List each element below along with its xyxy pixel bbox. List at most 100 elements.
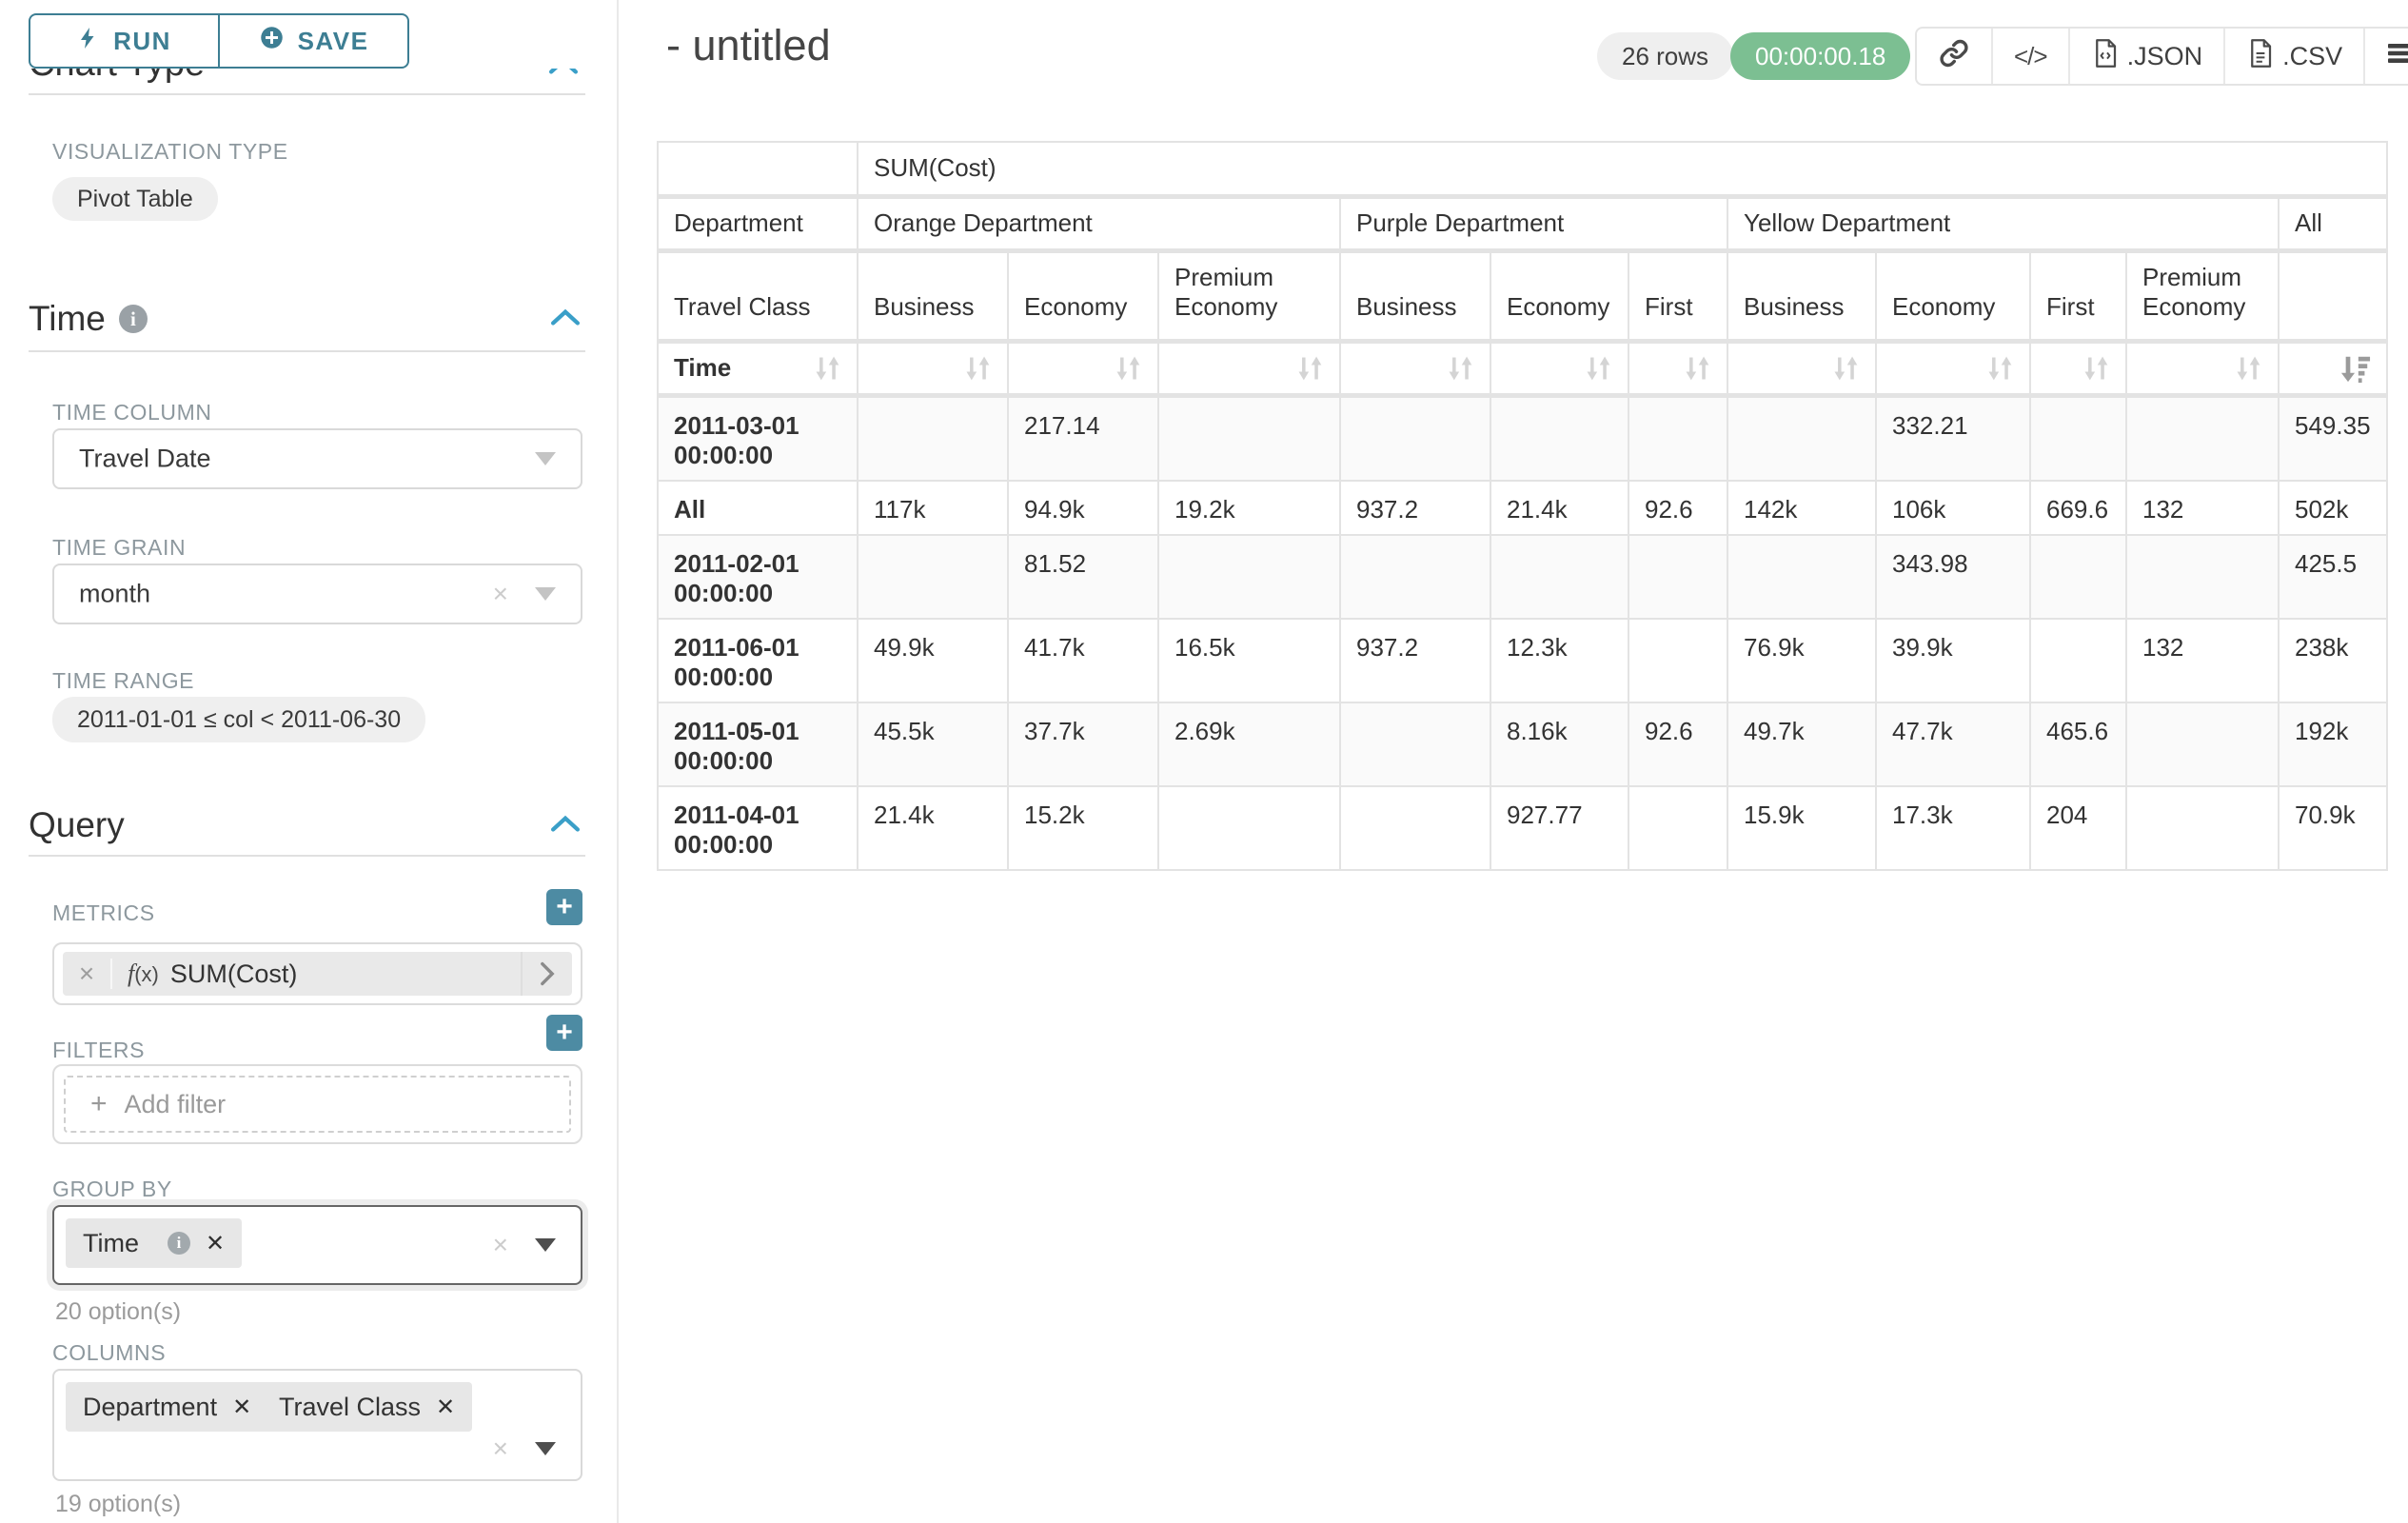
column-subheader[interactable]: First bbox=[1628, 249, 1728, 344]
add-metric-button[interactable]: + bbox=[546, 889, 582, 925]
export-csv-button[interactable]: .CSV bbox=[2223, 29, 2363, 84]
column-group-header[interactable]: Orange Department bbox=[857, 195, 1341, 253]
column-subheader[interactable]: Business bbox=[1727, 249, 1877, 344]
data-cell: 94.9k bbox=[1007, 479, 1159, 536]
metric-pill[interactable]: × f(x) SUM(Cost) bbox=[63, 952, 572, 996]
column-group-header[interactable]: Yellow Department bbox=[1727, 195, 2280, 253]
sort-header[interactable] bbox=[1628, 340, 1728, 398]
add-filter-plus-button[interactable]: + bbox=[546, 1015, 582, 1051]
column-subheader[interactable]: Economy bbox=[1875, 249, 2031, 344]
filters-label: FILTERS bbox=[52, 1038, 146, 1062]
sort-header[interactable] bbox=[1875, 340, 2031, 398]
sort-arrows-icon[interactable] bbox=[1584, 353, 1612, 384]
chevron-right-icon[interactable] bbox=[521, 952, 572, 996]
columns-tag-department[interactable]: Department ✕ bbox=[66, 1382, 269, 1432]
column-subheader[interactable]: First bbox=[2029, 249, 2127, 344]
sort-arrows-icon[interactable] bbox=[1295, 353, 1324, 384]
time-grain-label: TIME GRAIN bbox=[52, 535, 187, 560]
sort-arrows-icon[interactable] bbox=[963, 353, 992, 384]
remove-tag-icon[interactable]: ✕ bbox=[232, 1394, 252, 1420]
column-group-header[interactable]: Purple Department bbox=[1339, 195, 1728, 253]
metrics-control: × f(x) SUM(Cost) bbox=[52, 942, 582, 1005]
sort-header[interactable] bbox=[2029, 340, 2127, 398]
chevron-down-caret[interactable] bbox=[535, 1238, 556, 1252]
sort-header[interactable] bbox=[1490, 340, 1629, 398]
sort-header[interactable] bbox=[1157, 340, 1341, 398]
add-filter-button[interactable]: + Add filter bbox=[64, 1076, 571, 1133]
column-subheader[interactable]: Economy bbox=[1007, 249, 1159, 344]
time-grain-select[interactable]: month × bbox=[52, 564, 582, 624]
table-row: 2011-03-01 00:00:00 217.14 332.21 549.35 bbox=[657, 394, 2388, 482]
data-cell bbox=[1628, 533, 1728, 620]
share-link-button[interactable] bbox=[1917, 29, 1991, 84]
sort-header[interactable] bbox=[1007, 340, 1159, 398]
chart-title[interactable]: - untitled bbox=[666, 21, 831, 69]
travel-class-axis-label: Travel Class bbox=[657, 249, 859, 344]
export-json-button[interactable]: .JSON bbox=[2067, 29, 2224, 84]
chevron-up-icon[interactable] bbox=[551, 308, 580, 330]
chevron-up-icon[interactable] bbox=[551, 815, 580, 837]
sort-arrows-icon[interactable] bbox=[1683, 353, 1711, 384]
column-subheader[interactable] bbox=[2278, 249, 2388, 344]
metric-content[interactable]: f(x) SUM(Cost) bbox=[112, 959, 521, 989]
columns-select[interactable]: Department ✕ Travel Class ✕ × bbox=[52, 1369, 582, 1481]
group-by-tag-time[interactable]: Time i ✕ bbox=[66, 1218, 243, 1268]
sort-arrows-icon[interactable] bbox=[1114, 353, 1142, 384]
columns-tag-travel-class[interactable]: Travel Class ✕ bbox=[262, 1382, 473, 1432]
sort-header-active[interactable] bbox=[2278, 340, 2388, 398]
time-axis-label[interactable]: Time bbox=[657, 340, 859, 398]
sort-amount-desc-icon[interactable] bbox=[2340, 353, 2371, 384]
save-button[interactable]: SAVE bbox=[218, 15, 407, 67]
data-cell bbox=[1157, 533, 1341, 620]
remove-tag-icon[interactable]: ✕ bbox=[436, 1394, 456, 1420]
data-cell bbox=[1339, 784, 1491, 871]
chevron-down-caret[interactable] bbox=[535, 1442, 556, 1455]
sort-arrows-icon[interactable] bbox=[1446, 353, 1474, 384]
remove-metric-icon[interactable]: × bbox=[63, 959, 112, 989]
time-column-select[interactable]: Travel Date bbox=[52, 428, 582, 489]
column-subheader[interactable]: Economy bbox=[1490, 249, 1629, 344]
run-button[interactable]: RUN bbox=[30, 15, 218, 67]
run-label: RUN bbox=[113, 26, 171, 55]
group-by-select[interactable]: Time i ✕ × bbox=[52, 1205, 582, 1285]
sort-header[interactable] bbox=[857, 340, 1009, 398]
data-cell bbox=[1628, 784, 1728, 871]
data-cell bbox=[1727, 394, 1877, 482]
row-count-badge: 26 rows bbox=[1597, 32, 1734, 80]
data-cell: 2.69k bbox=[1157, 701, 1341, 787]
panel-divider[interactable] bbox=[617, 0, 619, 1523]
data-cell: 16.5k bbox=[1157, 617, 1341, 703]
sort-header[interactable] bbox=[1727, 340, 1877, 398]
data-cell: 81.52 bbox=[1007, 533, 1159, 620]
remove-tag-icon[interactable]: ✕ bbox=[206, 1230, 226, 1256]
sort-header[interactable] bbox=[1339, 340, 1491, 398]
sort-arrows-icon[interactable] bbox=[2234, 353, 2262, 384]
column-subheader[interactable]: Premium Economy bbox=[1157, 249, 1341, 344]
more-options-button[interactable] bbox=[2363, 29, 2408, 84]
sort-arrows-icon[interactable] bbox=[2082, 353, 2110, 384]
column-group-header[interactable]: All bbox=[2278, 195, 2388, 253]
data-cell: 39.9k bbox=[1875, 617, 2031, 703]
sort-arrows-icon[interactable] bbox=[1985, 353, 2014, 384]
column-subheader[interactable]: Business bbox=[1339, 249, 1491, 344]
chevron-down-caret[interactable] bbox=[535, 587, 556, 601]
sort-header[interactable] bbox=[2125, 340, 2280, 398]
view-query-button[interactable]: </> bbox=[1991, 29, 2068, 84]
visualization-type-pill[interactable]: Pivot Table bbox=[52, 177, 218, 221]
chevron-down-caret[interactable] bbox=[535, 452, 556, 465]
time-range-pill[interactable]: 2011-01-01 ≤ col < 2011-06-30 bbox=[52, 697, 426, 742]
sort-arrows-icon[interactable] bbox=[1831, 353, 1860, 384]
column-subheader[interactable]: Premium Economy bbox=[2125, 249, 2280, 344]
column-subheader[interactable]: Business bbox=[857, 249, 1009, 344]
sort-arrows-icon[interactable] bbox=[813, 353, 841, 384]
data-cell: 465.6 bbox=[2029, 701, 2127, 787]
data-cell bbox=[1157, 394, 1341, 482]
clear-icon[interactable]: × bbox=[492, 579, 508, 608]
clear-icon[interactable]: × bbox=[492, 1230, 508, 1259]
clear-icon[interactable]: × bbox=[492, 1434, 508, 1463]
data-cell: 19.2k bbox=[1157, 479, 1341, 536]
data-cell bbox=[2125, 394, 2280, 482]
tag-label: Department bbox=[83, 1392, 218, 1421]
data-cell bbox=[1339, 701, 1491, 787]
add-filter-label: Add filter bbox=[124, 1089, 227, 1118]
